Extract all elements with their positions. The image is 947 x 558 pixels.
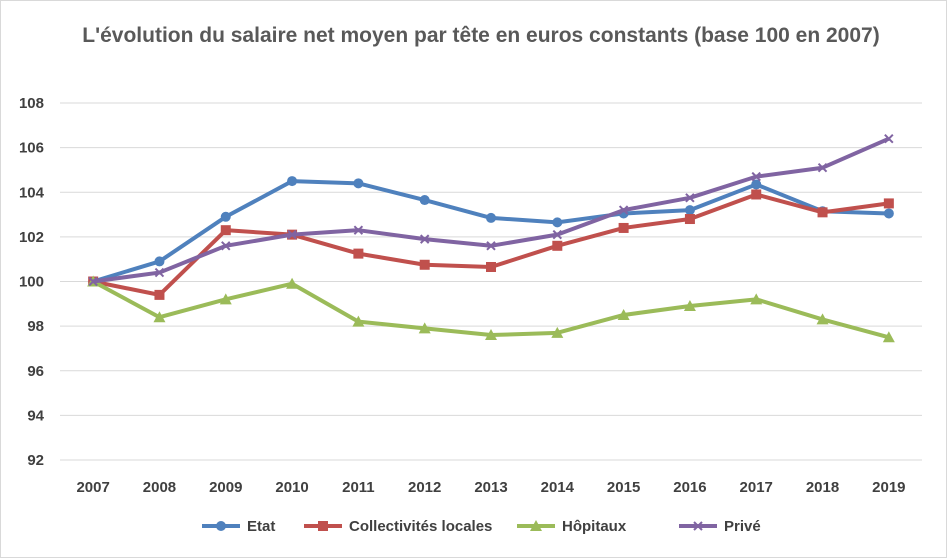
data-point-etat bbox=[220, 211, 231, 222]
data-point-hopitaux bbox=[750, 293, 763, 305]
data-point-collectivites-locales bbox=[220, 225, 231, 236]
y-tick-label: 100 bbox=[19, 274, 44, 291]
legend-marker-hopitaux bbox=[530, 520, 542, 531]
data-point-collectivites-locales bbox=[618, 222, 629, 233]
series-line-hopitaux bbox=[92, 279, 890, 340]
data-point-hopitaux bbox=[153, 311, 166, 323]
data-point-collectivites-locales bbox=[883, 198, 894, 209]
data-point-prive bbox=[751, 171, 761, 182]
legend-label-collectivites-locales: Collectivités locales bbox=[349, 518, 492, 535]
data-point-prive-stroke bbox=[88, 276, 98, 287]
data-point-hopitaux bbox=[683, 300, 696, 312]
data-point-prive-stroke bbox=[419, 234, 430, 244]
data-point-etat bbox=[684, 205, 695, 216]
data-point-etat bbox=[353, 178, 364, 189]
legend-label-hopitaux: Hôpitaux bbox=[562, 518, 627, 535]
data-point-prive bbox=[221, 241, 231, 251]
legend-marker-prive bbox=[693, 521, 703, 531]
data-point-hopitaux bbox=[882, 331, 895, 343]
data-point-etat bbox=[552, 217, 563, 228]
data-point-prive bbox=[884, 133, 894, 144]
data-point-prive-stroke bbox=[287, 229, 297, 240]
x-tick-label: 2017 bbox=[740, 479, 773, 496]
data-point-prive-stroke bbox=[685, 193, 695, 203]
data-point-collectivites-locales bbox=[751, 189, 762, 200]
data-point-etat bbox=[287, 176, 298, 187]
data-point-hopitaux bbox=[617, 308, 630, 320]
x-tick-label: 2012 bbox=[408, 479, 441, 496]
x-tick-label: 2010 bbox=[275, 479, 308, 496]
data-point-etat bbox=[751, 179, 762, 190]
data-point-hopitaux bbox=[551, 326, 564, 338]
data-point-prive-stroke bbox=[353, 225, 364, 235]
data-point-collectivites-locales bbox=[486, 261, 496, 272]
legend-marker-etat bbox=[216, 521, 226, 531]
data-point-prive bbox=[287, 229, 297, 240]
x-tick-label: 2013 bbox=[474, 479, 507, 496]
y-tick-label: 98 bbox=[27, 318, 44, 335]
data-point-prive bbox=[552, 229, 563, 240]
y-tick-label: 104 bbox=[19, 184, 45, 201]
data-point-collectivites-locales bbox=[552, 240, 563, 251]
data-point-collectivites-locales bbox=[684, 214, 695, 225]
data-point-prive-stroke bbox=[884, 133, 894, 144]
data-point-prive bbox=[154, 267, 165, 278]
chart-title: L'évolution du salaire net moyen par têt… bbox=[82, 24, 880, 47]
data-point-hopitaux bbox=[286, 277, 299, 289]
data-point-prive bbox=[486, 241, 496, 251]
data-point-prive bbox=[419, 234, 430, 244]
data-point-etat bbox=[419, 195, 430, 206]
data-point-hopitaux bbox=[485, 329, 497, 341]
y-tick-label: 96 bbox=[27, 363, 44, 380]
x-tick-label: 2015 bbox=[607, 479, 640, 496]
data-point-etat bbox=[486, 212, 496, 223]
legend-label-etat: Etat bbox=[247, 518, 275, 535]
x-tick-label: 2019 bbox=[872, 479, 905, 496]
data-point-prive bbox=[88, 276, 98, 287]
y-tick-label: 102 bbox=[19, 229, 44, 246]
data-point-collectivites-locales bbox=[353, 248, 364, 259]
data-point-prive bbox=[618, 205, 629, 215]
data-point-collectivites-locales bbox=[419, 259, 430, 270]
data-point-prive bbox=[685, 193, 695, 203]
x-tick-label: 2016 bbox=[673, 479, 706, 496]
x-tick-label: 2009 bbox=[209, 479, 242, 496]
data-point-prive-stroke bbox=[221, 241, 231, 251]
data-point-hopitaux bbox=[219, 293, 232, 305]
y-tick-label: 94 bbox=[27, 407, 44, 424]
data-point-hopitaux bbox=[816, 313, 829, 325]
data-point-prive-stroke bbox=[154, 267, 165, 278]
x-tick-label: 2018 bbox=[806, 479, 839, 496]
y-tick-label: 108 bbox=[19, 95, 44, 112]
data-point-hopitaux bbox=[352, 315, 365, 327]
x-tick-label: 2011 bbox=[342, 479, 375, 496]
data-point-prive-stroke bbox=[817, 162, 828, 173]
y-tick-label: 106 bbox=[19, 140, 44, 157]
data-point-hopitaux bbox=[418, 322, 431, 334]
legend-marker-prive-stroke bbox=[693, 521, 703, 531]
data-point-prive bbox=[817, 162, 828, 173]
data-point-etat bbox=[883, 208, 894, 219]
x-tick-label: 2008 bbox=[143, 479, 176, 496]
data-point-etat bbox=[154, 256, 165, 267]
y-tick-label: 92 bbox=[27, 452, 44, 469]
data-point-prive-stroke bbox=[486, 241, 496, 251]
data-point-collectivites-locales bbox=[154, 289, 165, 300]
data-point-prive-stroke bbox=[751, 171, 761, 182]
data-point-prive bbox=[353, 225, 364, 235]
legend-marker-collectivites-locales bbox=[318, 521, 328, 531]
x-tick-label: 2007 bbox=[76, 479, 109, 496]
data-point-prive-stroke bbox=[552, 229, 563, 240]
data-point-collectivites-locales bbox=[817, 207, 828, 218]
series-line-prive bbox=[92, 136, 890, 284]
data-point-prive-stroke bbox=[618, 205, 629, 215]
x-tick-label: 2014 bbox=[541, 479, 575, 496]
legend-label-prive: Privé bbox=[724, 518, 761, 535]
